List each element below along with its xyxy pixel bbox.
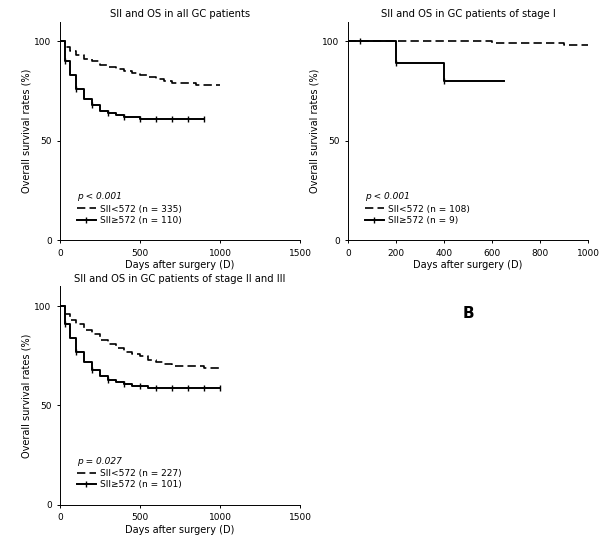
X-axis label: Days after surgery (D): Days after surgery (D) [125,525,235,535]
Text: p < 0.001: p < 0.001 [365,192,410,201]
Text: A: A [174,306,186,321]
Text: p < 0.001: p < 0.001 [77,192,122,201]
Title: SII and OS in GC patients of stage I: SII and OS in GC patients of stage I [380,9,556,19]
Legend: SII<572 (n = 335), SII≥572 (n = 110): SII<572 (n = 335), SII≥572 (n = 110) [77,205,182,225]
X-axis label: Days after surgery (D): Days after surgery (D) [413,260,523,271]
Title: SII and OS in GC patients of stage II and III: SII and OS in GC patients of stage II an… [74,274,286,284]
Text: B: B [462,306,474,321]
Y-axis label: Overall survival rates (%): Overall survival rates (%) [310,69,320,193]
Legend: SII<572 (n = 108), SII≥572 (n = 9): SII<572 (n = 108), SII≥572 (n = 9) [365,205,470,225]
Y-axis label: Overall survival rates (%): Overall survival rates (%) [22,333,32,458]
Legend: SII<572 (n = 227), SII≥572 (n = 101): SII<572 (n = 227), SII≥572 (n = 101) [77,469,182,489]
Y-axis label: Overall survival rates (%): Overall survival rates (%) [22,69,32,193]
Text: p = 0.027: p = 0.027 [77,457,122,466]
X-axis label: Days after surgery (D): Days after surgery (D) [125,260,235,271]
Title: SII and OS in all GC patients: SII and OS in all GC patients [110,9,250,19]
